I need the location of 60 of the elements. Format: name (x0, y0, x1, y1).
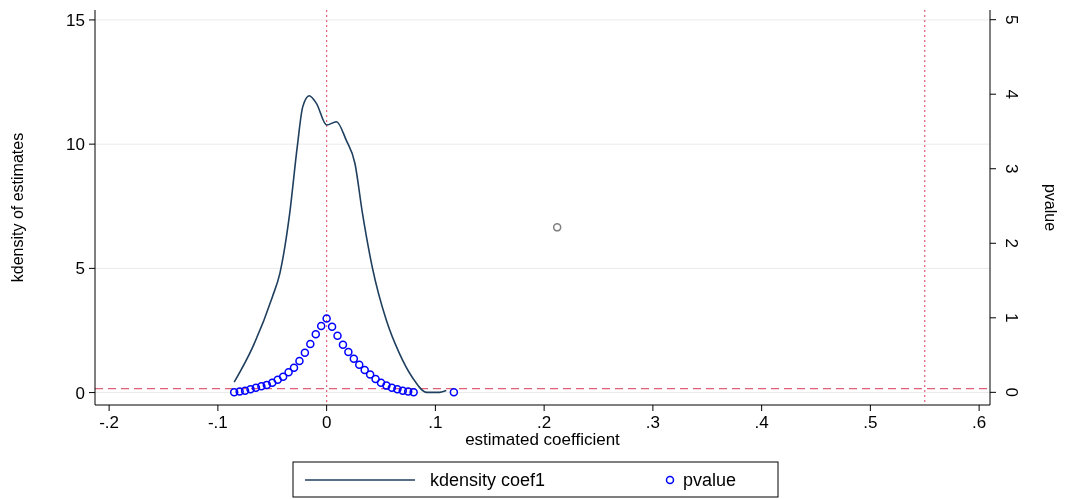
point (316, 321, 326, 331)
point (398, 386, 408, 396)
point (251, 383, 261, 393)
y-tick-label: 5 (75, 259, 85, 279)
point (387, 383, 397, 393)
point (344, 347, 353, 357)
x-tick-label: .3 (645, 413, 660, 432)
y2-axis-title: pvalue (1042, 183, 1059, 232)
point (349, 354, 359, 364)
point (311, 329, 321, 339)
point (300, 348, 310, 358)
point (257, 382, 266, 391)
point (393, 385, 402, 394)
point (229, 388, 239, 397)
point (284, 367, 293, 377)
y2-tick-label: 1 (1001, 313, 1021, 323)
x-tick-label: 0 (321, 413, 332, 432)
x-tick-label: .2 (537, 413, 552, 432)
legend-label: pvalue (683, 470, 737, 491)
y2-tick-label: 0 (1001, 387, 1021, 398)
point (268, 378, 277, 387)
point (235, 387, 244, 396)
point (240, 386, 250, 396)
point (289, 363, 299, 372)
y2-tick-label: 5 (1001, 14, 1021, 25)
point (355, 360, 364, 370)
point (262, 380, 272, 390)
y2-tick-label: 4 (1001, 89, 1021, 99)
point (322, 314, 331, 323)
y-axis-title: kdensity of estimates (9, 132, 26, 283)
point (333, 331, 342, 340)
y-tick-label: 10 (66, 135, 85, 155)
point (295, 356, 304, 366)
point (365, 370, 375, 379)
point (409, 388, 418, 397)
point (376, 378, 386, 387)
x-tick-label: .5 (863, 413, 878, 432)
x-tick-label: -.1 (207, 413, 228, 432)
y-tick-label: 0 (75, 383, 85, 403)
point (327, 322, 337, 331)
point (449, 388, 459, 397)
point (306, 339, 315, 349)
point (403, 387, 413, 396)
text: kdensity coef1 (430, 470, 546, 491)
point (338, 340, 348, 349)
x-tick-label: .6 (972, 413, 987, 432)
point (371, 374, 380, 384)
point (246, 385, 255, 394)
point (360, 365, 369, 375)
point (278, 372, 288, 381)
y2-tick-label: 3 (1001, 164, 1021, 174)
point (382, 381, 391, 390)
y-tick-label: 15 (66, 10, 85, 30)
point (273, 375, 282, 384)
x-tick-label: -.2 (99, 413, 120, 432)
x-tick-label: .4 (754, 413, 769, 432)
x-tick-label: .1 (428, 413, 443, 432)
y2-tick-label: 2 (1001, 238, 1021, 249)
line-series (233, 94, 448, 394)
x-axis-title: estimated coefficient (465, 430, 621, 449)
